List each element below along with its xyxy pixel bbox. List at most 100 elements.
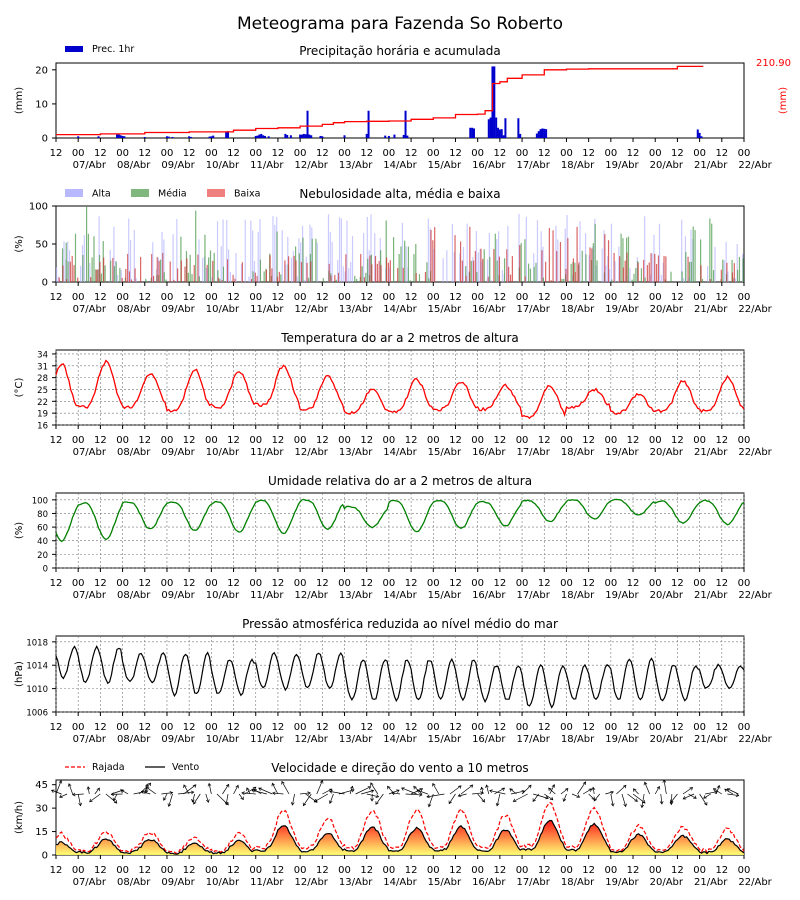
cloud-bar — [601, 248, 603, 282]
cloud-bar — [356, 278, 358, 282]
cloud-bar — [248, 276, 250, 282]
precip-xtick-label: 00 — [560, 148, 573, 159]
wind-arrowhead — [659, 801, 664, 805]
wind-arrowhead — [370, 798, 374, 802]
clouds-date-label: 21/Abr — [694, 304, 728, 315]
rh-xtick-label: 12 — [538, 578, 551, 589]
precip-date-label: 22/Abr — [738, 160, 772, 171]
wind-arrowhead — [112, 797, 117, 802]
wind-arrowhead — [207, 782, 212, 787]
clouds-xtick-label: 12 — [405, 292, 418, 303]
wind-arrow — [272, 792, 284, 795]
temp-xtick-label: 12 — [50, 435, 63, 446]
cloud-bar — [389, 260, 391, 282]
temp-date-label: 10/Abr — [206, 447, 240, 458]
cloud-bar — [334, 274, 336, 282]
wind-arrowhead — [716, 784, 721, 789]
pressure-ytick-label: 1010 — [26, 685, 48, 695]
temp-ytick-label: 22 — [37, 398, 48, 408]
precip-xtick-label: 12 — [405, 148, 418, 159]
wind-arrowhead — [191, 798, 195, 803]
clouds-xtick-label: 12 — [316, 292, 329, 303]
wind-arrow — [322, 788, 333, 795]
precip-xtick-label: 12 — [715, 148, 728, 159]
cloud-bar — [173, 279, 175, 282]
wind-arrowhead — [703, 795, 707, 799]
rh-date-label: 09/Abr — [161, 590, 195, 601]
cloud-bar — [622, 238, 624, 282]
cloud-bar — [208, 257, 210, 282]
wind-ylabel: (km/h) — [14, 801, 25, 834]
cloud-bar — [681, 219, 683, 282]
clouds-xtick-label: 00 — [338, 292, 351, 303]
cloud-bar — [68, 250, 71, 282]
clouds-xtick-label: 00 — [560, 292, 573, 303]
clouds-xtick-label: 00 — [693, 292, 706, 303]
wind-arrowhead — [481, 798, 485, 803]
cloud-bar — [350, 261, 352, 282]
wind-area — [56, 820, 744, 855]
cloud-bar — [604, 234, 606, 282]
cloud-bar — [58, 277, 60, 282]
cloud-bar — [80, 265, 82, 282]
cloud-bar — [272, 216, 274, 282]
pressure-date-label: 20/Abr — [650, 734, 684, 745]
precip-ytick-label: 10 — [35, 99, 48, 110]
clouds-ylabel: (%) — [14, 235, 25, 252]
clouds-date-label: 15/Abr — [428, 304, 462, 315]
precip-xtick-label: 00 — [649, 148, 662, 159]
rh-xtick-label: 12 — [94, 578, 107, 589]
cloud-legend-label: Média — [158, 189, 187, 200]
temp-ytick-label: 19 — [37, 410, 48, 420]
wind-arrowhead — [485, 784, 489, 789]
cloud-bar — [433, 248, 435, 282]
temp-xtick-label: 12 — [316, 435, 329, 446]
cloud-bar — [205, 267, 208, 282]
wind-arrowhead — [591, 786, 596, 791]
cloud-bar — [619, 256, 621, 282]
wind-arrow — [168, 793, 173, 807]
wind-arrow — [616, 784, 627, 795]
cloud-bar — [430, 229, 432, 282]
cloud-bar — [151, 254, 153, 282]
precip-xtick-label: 00 — [338, 148, 351, 159]
cloud-bar — [629, 268, 631, 282]
precip-xtick-label: 12 — [449, 148, 462, 159]
cloud-bar — [428, 278, 430, 282]
cloud-bar — [217, 270, 219, 282]
precip-bar — [541, 128, 544, 138]
cloud-bar — [631, 279, 633, 282]
cloud-bar — [541, 250, 543, 282]
cloud-bar — [83, 235, 85, 282]
wind-arrow — [683, 793, 695, 800]
cloud-legend-swatch-1 — [131, 189, 149, 197]
wind-arrowhead — [193, 800, 197, 805]
precip-xtick-label: 12 — [538, 148, 551, 159]
clouds-date-label: 10/Abr — [206, 304, 240, 315]
rh-xtick-label: 12 — [582, 578, 595, 589]
cloud-bar — [195, 210, 197, 282]
wind-arrowhead — [549, 796, 554, 801]
cloud-bar — [635, 267, 637, 282]
cloud-bar — [226, 259, 229, 282]
cloud-bar — [130, 279, 132, 282]
cloud-bar — [367, 258, 369, 282]
cloud-bar — [709, 218, 711, 282]
cloud-bar — [133, 229, 135, 282]
temp-xtick-label: 00 — [116, 435, 129, 446]
wind-arrowhead — [190, 790, 195, 795]
pressure-date-label: 16/Abr — [472, 734, 506, 745]
rh-xtick-label: 12 — [138, 578, 151, 589]
cloud-bar — [328, 263, 330, 282]
wind-arrowhead — [489, 789, 493, 793]
wind-arrow — [660, 793, 663, 804]
cloud-bar — [374, 256, 377, 282]
cloud-bar — [67, 261, 69, 282]
precip-date-label: 16/Abr — [472, 160, 506, 171]
rh-xtick-label: 12 — [494, 578, 507, 589]
clouds-xtick-label: 00 — [294, 292, 307, 303]
precip-panel — [52, 62, 745, 142]
cloud-bar — [607, 240, 610, 282]
temp-date-label: 22/Abr — [738, 447, 772, 458]
cloud-bar — [681, 271, 683, 282]
